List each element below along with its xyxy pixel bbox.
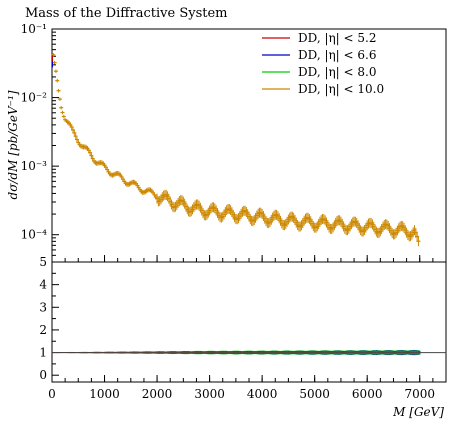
y-axis-label: dσ/dM [pb/GeV⁻¹] [6,90,20,199]
y-tick-label: 10⁻¹ [21,22,47,36]
ratio-tick-label: 1 [39,346,47,360]
legend-entry: DD, |η| < 10.0 [298,82,384,96]
x-tick-label: 2000 [142,387,173,401]
legend-entry: DD, |η| < 8.0 [298,65,377,79]
ratio-tick-label: 0 [39,368,47,382]
x-tick-label: 4000 [247,387,278,401]
main-y-ticks: 10⁻¹ 10⁻² 10⁻³ 10⁻⁴ [21,22,59,263]
chart-title: Mass of the Diffractive System [25,6,228,21]
ratio-tick-label: 5 [39,255,47,269]
ratio-tick-label: 3 [39,300,47,314]
x-axis-ticks: 0 1000 2000 3000 4000 5000 6000 7000 [48,255,447,401]
legend-entry: DD, |η| < 6.6 [298,48,377,62]
y-tick-label: 10⁻² [21,91,48,105]
ratio-tick-label: 2 [39,323,47,337]
y-tick-label: 10⁻³ [21,159,48,173]
legend-entry: DD, |η| < 5.2 [298,31,377,45]
x-tick-label: 7000 [404,387,435,401]
main-data-points [51,53,421,247]
x-tick-label: 1000 [89,387,120,401]
x-tick-label: 3000 [194,387,225,401]
x-tick-label: 5000 [299,387,330,401]
x-axis-label: M [GeV] [392,405,444,419]
ratio-plot-frame [51,261,447,383]
ratio-tick-label: 4 [39,278,47,292]
legend: DD, |η| < 5.2 DD, |η| < 6.6 DD, |η| < 8.0 D… [262,31,384,96]
x-tick-label: 0 [48,387,56,401]
ratio-y-ticks: 0 1 2 3 4 5 [39,255,59,382]
x-tick-label: 6000 [352,387,383,401]
y-tick-label: 10⁻⁴ [21,228,48,242]
